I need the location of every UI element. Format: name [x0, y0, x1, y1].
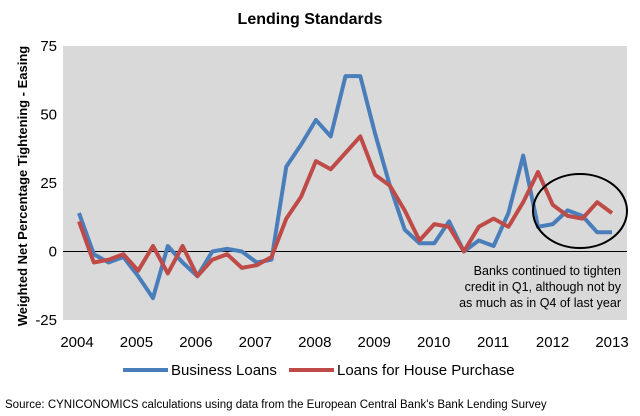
y-tick-label: 50 [40, 107, 57, 124]
legend-label-business-loans: Business Loans [171, 362, 277, 379]
x-tick-label: 2006 [179, 334, 212, 351]
x-tick-label: 2009 [358, 334, 391, 351]
series-line-house-purchase [77, 134, 614, 279]
y-axis-label: Weighted Net Percentage Tightening - Eas… [15, 46, 30, 327]
y-axis-ticks: -25 0 25 50 75 [35, 38, 57, 329]
annotation-line-2: credit in Q1, although not by [465, 280, 622, 294]
x-tick-label: 2012 [536, 334, 569, 351]
x-tick-label: 2004 [60, 334, 93, 351]
x-tick-label: 2010 [417, 334, 450, 351]
x-axis-ticks: 2004 2005 2006 2007 2008 2009 2010 2011 2012 2013 [60, 334, 628, 351]
x-tick-label: 2007 [239, 334, 272, 351]
legend-label-house-purchase: Loans for House Purchase [337, 362, 515, 379]
annotation: Banks continued to tighten credit in Q1,… [459, 264, 622, 310]
x-tick-label: 2005 [120, 334, 153, 351]
x-tick-label: 2013 [595, 334, 628, 351]
highlight-ellipse [532, 173, 628, 249]
y-tick-label: 0 [49, 244, 57, 261]
y-tick-label: 25 [40, 175, 57, 192]
x-tick-label: 2008 [298, 334, 331, 351]
x-tick-label: 2011 [477, 334, 509, 351]
series-lines [77, 74, 614, 301]
annotation-line-3: as much as in Q4 of last year [459, 296, 621, 310]
source-note: Source: CYNICONOMICS calculations using … [5, 399, 547, 411]
chart-title: Lending Standards [238, 11, 383, 28]
annotation-line-1: Banks continued to tighten [474, 264, 621, 278]
series-line-business-loans [77, 74, 612, 301]
y-tick-label: 75 [40, 38, 57, 55]
legend: Business Loans Loans for House Purchase [123, 362, 515, 379]
y-tick-label: -25 [35, 312, 57, 329]
